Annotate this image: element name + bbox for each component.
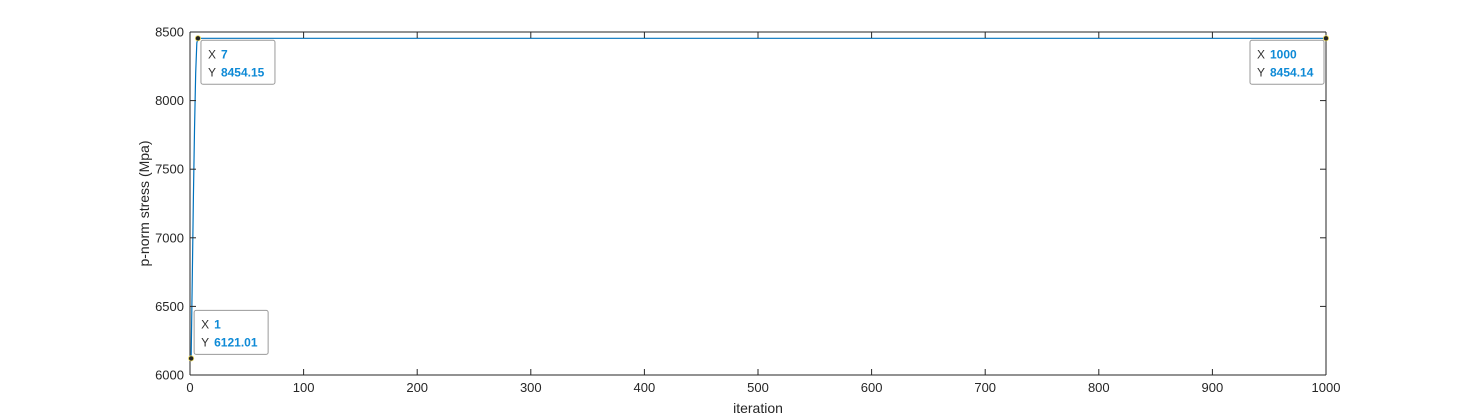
datatip-1: X 7Y 8454.15 [194, 35, 276, 85]
y-tick-label: 7000 [155, 230, 184, 245]
datatip-box [200, 39, 276, 85]
x-tick-label: 500 [747, 380, 769, 395]
x-axis-title: iteration [733, 400, 783, 416]
x-tick-label: 700 [974, 380, 996, 395]
plot-area [190, 32, 1326, 375]
x-tick-label: 200 [406, 380, 428, 395]
y-tick-label: 8000 [155, 93, 184, 108]
datatip-x-key: X [201, 317, 209, 331]
x-tick-label: 100 [293, 380, 315, 395]
y-axis-title: p-norm stress (Mpa) [136, 140, 152, 266]
y-tick-label: 7500 [155, 162, 184, 177]
datatip-y-key: Y [1257, 65, 1265, 79]
series-line-0 [190, 37, 1326, 359]
y-tick-label: 6500 [155, 299, 184, 314]
y-tick-label: 6000 [155, 368, 184, 383]
datatip-x-value: 7 [221, 47, 228, 61]
datatip-2: X 1000 Y 8454.14 [1249, 35, 1330, 85]
datatip-y-value: 6121.01 [214, 335, 258, 349]
x-tick-label: 800 [1088, 380, 1110, 395]
datatip-box [1249, 39, 1325, 85]
y-tick-label: 8500 [155, 25, 184, 40]
datatip-x-value: 1 [214, 317, 221, 331]
x-tick-label: 300 [520, 380, 542, 395]
datatip-marker [194, 35, 201, 42]
datatip-x-key: X [1257, 47, 1265, 61]
x-tick-label: 600 [861, 380, 883, 395]
datatip-y-key: Y [201, 335, 209, 349]
datatip-marker [188, 355, 195, 362]
x-tick-label: 900 [1202, 380, 1224, 395]
datatip-x-value: 1000 [1270, 47, 1297, 61]
datatip-y-key: Y [208, 65, 216, 79]
x-tick-label: 0 [186, 380, 193, 395]
datatip-y-value: 8454.14 [1270, 65, 1314, 79]
x-tick-label: 400 [634, 380, 656, 395]
datatip-box [193, 309, 269, 355]
datatip-y-value: 8454.15 [221, 65, 265, 79]
datatip-x-key: X [208, 47, 216, 61]
x-tick-label: 1000 [1312, 380, 1341, 395]
datatip-0: X 1Y 6121.01 [188, 309, 269, 362]
datatip-marker [1323, 35, 1330, 42]
